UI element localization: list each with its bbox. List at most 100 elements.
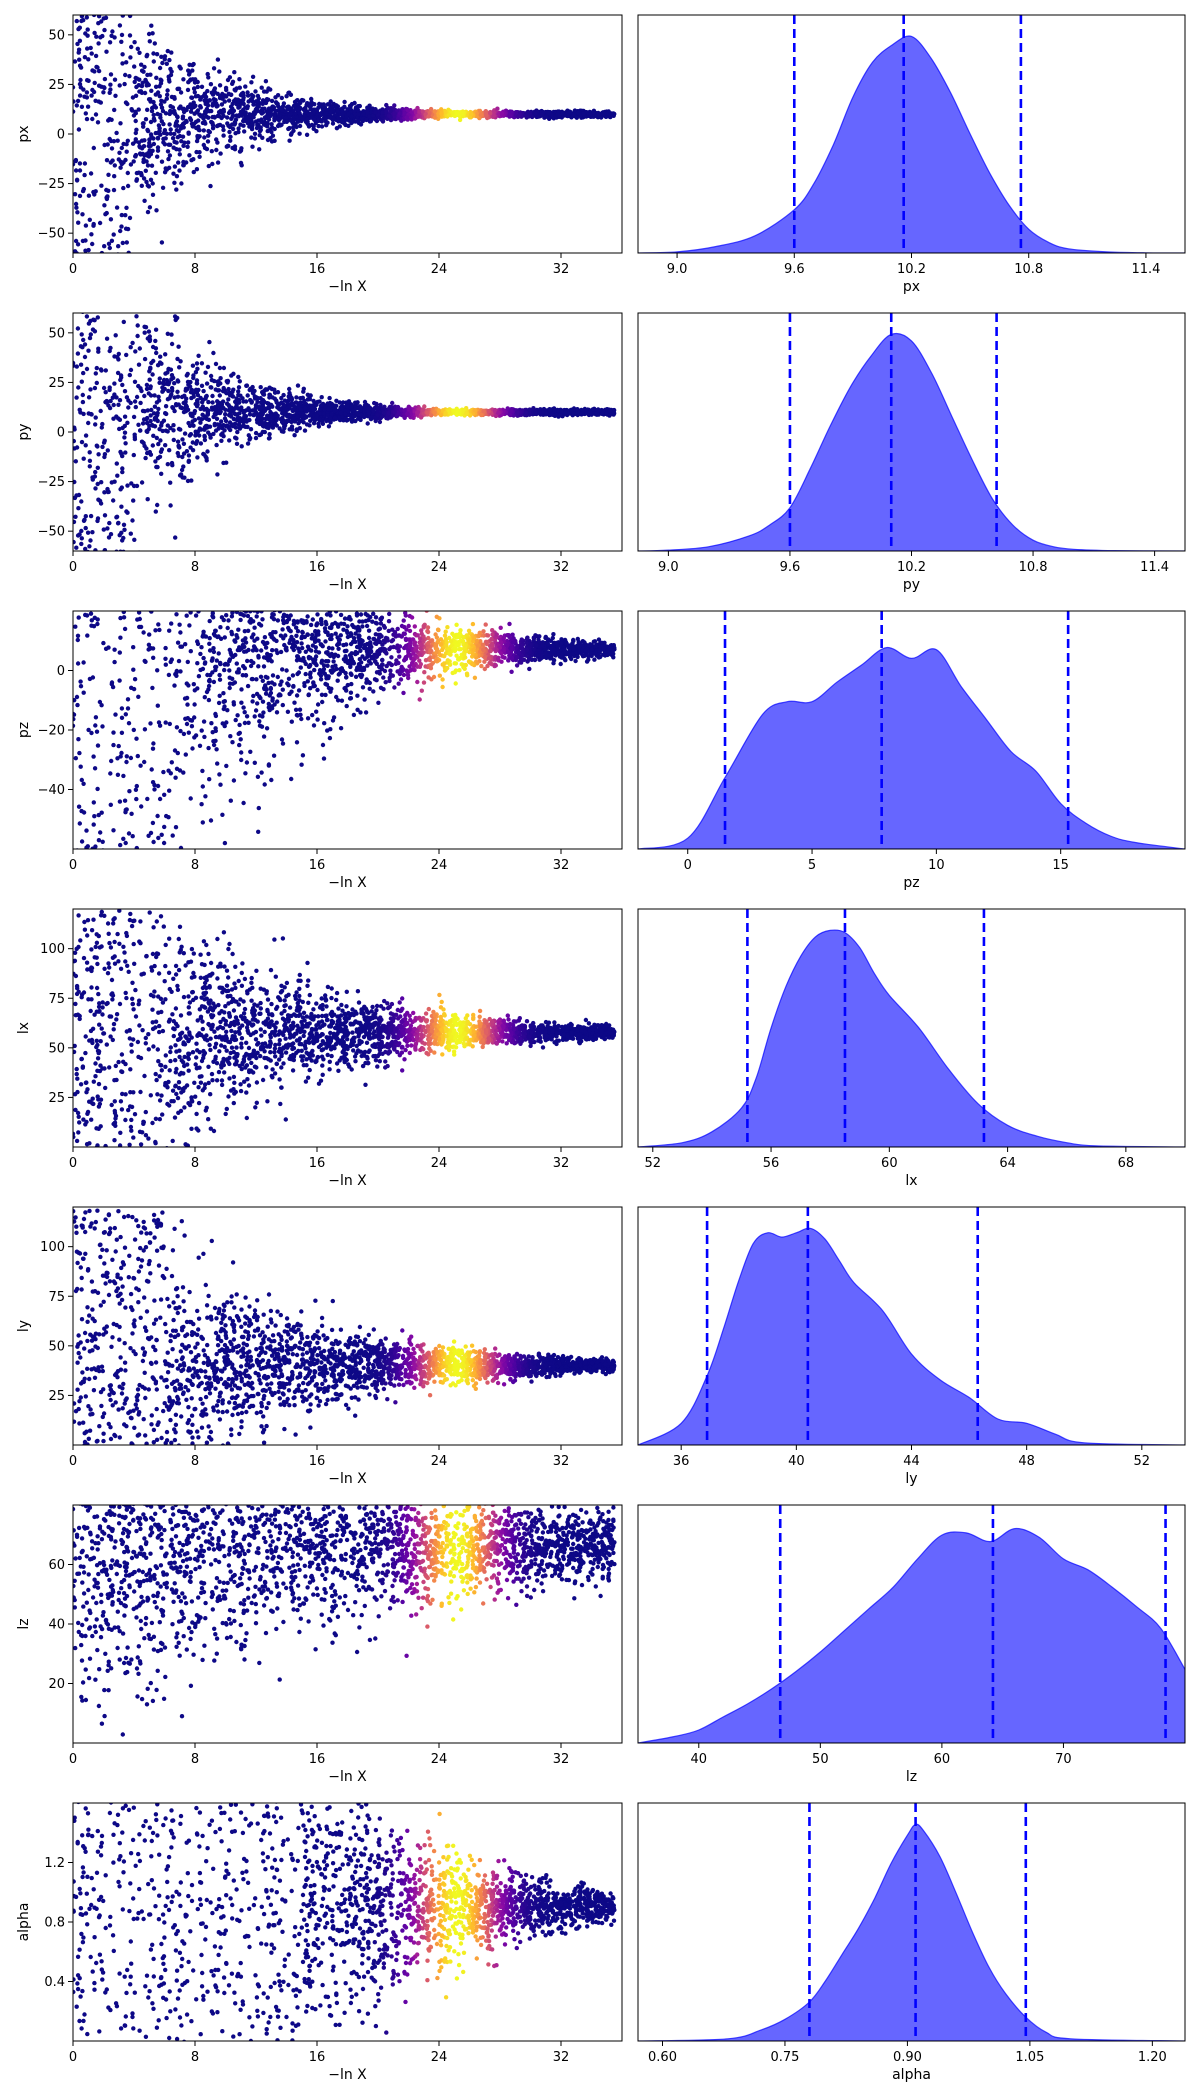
- trace-point: [119, 288, 123, 292]
- trace-point: [122, 414, 128, 419]
- trace-point: [343, 122, 348, 128]
- trace-point: [127, 33, 133, 38]
- trace-point: [243, 408, 249, 413]
- trace-point: [236, 126, 241, 131]
- trace-point: [439, 111, 444, 116]
- trace-point: [266, 417, 271, 422]
- trace-point: [259, 111, 264, 116]
- trace-point: [79, 536, 85, 541]
- trace-point: [162, 142, 168, 147]
- trace-point: [208, 373, 214, 379]
- trace-point: [98, 408, 103, 414]
- trace-point: [134, 76, 140, 81]
- trace-point: [98, 0, 102, 2]
- trace-point: [106, 535, 112, 540]
- trace-point: [112, 35, 117, 40]
- trace-point: [131, 498, 136, 503]
- trace-point: [85, 27, 90, 32]
- trace-point: [146, 151, 151, 156]
- trace-point: [420, 109, 425, 114]
- trace-point: [91, 189, 96, 195]
- trace-point: [107, 520, 112, 526]
- trace-point: [308, 111, 314, 117]
- trace-point: [125, 261, 129, 265]
- trace-point: [446, 112, 452, 118]
- trace-point: [230, 101, 235, 107]
- trace-point: [168, 142, 173, 147]
- trace-point: [112, 0, 116, 1]
- trace-point: [74, 178, 80, 183]
- trace-point: [373, 110, 378, 115]
- trace-point: [121, 185, 126, 191]
- trace-point: [114, 130, 119, 136]
- trace-point: [133, 111, 138, 116]
- trace-point: [386, 410, 391, 416]
- trace-point: [73, 519, 77, 525]
- trace-point: [231, 371, 236, 376]
- trace-point: [212, 378, 217, 384]
- trace-point: [175, 135, 180, 140]
- trace-point: [255, 399, 260, 405]
- trace-point: [210, 123, 216, 128]
- trace-point: [75, 98, 81, 104]
- trace-point: [188, 445, 193, 450]
- trace-point: [265, 413, 270, 418]
- trace-point: [143, 455, 148, 461]
- trace-point: [284, 94, 289, 99]
- trace-point: [186, 72, 192, 77]
- trace-point: [77, 57, 82, 62]
- trace-point: [77, 38, 83, 43]
- trace-point: [268, 87, 273, 92]
- trace-point: [209, 108, 214, 114]
- trace-point: [159, 105, 165, 110]
- trace-point: [86, 193, 92, 198]
- trace-point: [89, 232, 94, 237]
- trace-point: [117, 291, 121, 295]
- trace-point: [379, 113, 385, 119]
- trace-point: [178, 427, 183, 432]
- trace-point: [100, 421, 105, 427]
- trace-point: [108, 87, 113, 92]
- trace-point: [216, 379, 221, 384]
- trace-point: [201, 451, 206, 457]
- trace-point: [388, 114, 393, 120]
- trace-point: [145, 183, 150, 188]
- trace-point: [102, 76, 108, 82]
- trace-point: [96, 15, 102, 19]
- trace-point: [158, 554, 162, 558]
- trace-point: [572, 108, 578, 113]
- trace-point: [252, 131, 258, 136]
- trace-point: [205, 101, 210, 106]
- trace-point: [217, 114, 222, 119]
- trace-point: [307, 423, 312, 428]
- trace-point: [175, 394, 181, 399]
- trace-point: [146, 82, 151, 88]
- trace-point: [141, 306, 145, 310]
- trace-point: [181, 451, 187, 456]
- trace-point: [297, 123, 303, 129]
- y-axis-label: px: [16, 125, 32, 142]
- y-tick-label: 25: [48, 78, 65, 93]
- trace-point: [110, 158, 115, 163]
- trace-point: [101, 385, 107, 391]
- trace-point: [218, 376, 223, 381]
- trace-point: [89, 263, 93, 267]
- trace-point: [103, 256, 107, 260]
- trace-point: [368, 117, 374, 123]
- trace-point: [288, 106, 294, 111]
- trace-point: [175, 123, 180, 128]
- trace-point: [194, 167, 200, 172]
- trace-point: [83, 443, 88, 448]
- trace-point: [216, 403, 221, 409]
- trace-point: [96, 265, 100, 269]
- trace-point: [102, 203, 107, 208]
- trace-point: [87, 335, 93, 341]
- trace-point: [103, 212, 108, 217]
- trace-point: [116, 416, 121, 421]
- trace-point: [165, 423, 170, 428]
- trace-point: [133, 93, 139, 99]
- trace-point: [193, 429, 198, 434]
- trace-point: [89, 93, 94, 98]
- trace-point: [177, 1, 181, 5]
